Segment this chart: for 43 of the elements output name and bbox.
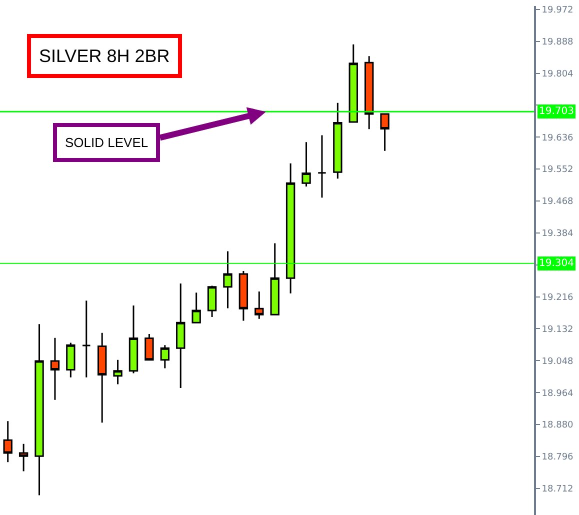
candlestick	[317, 134, 327, 198]
y-tick-label: 19.216	[542, 292, 574, 303]
y-tick-label: 19.888	[542, 38, 574, 48]
candlestick	[66, 342, 76, 378]
y-tick-label: 18.712	[542, 484, 574, 495]
candlestick	[128, 304, 138, 374]
candlestick	[18, 443, 28, 472]
candlestick	[364, 55, 374, 130]
candlestick	[333, 102, 342, 180]
candlestick	[380, 113, 390, 152]
candlestick	[348, 44, 358, 123]
text: SILVER 8H 2BR	[39, 46, 170, 66]
y-tick-label: 19.972	[542, 6, 574, 16]
y-tick-label: 19.384	[542, 229, 574, 240]
candlestick	[82, 300, 91, 378]
candlestick	[238, 270, 248, 322]
ref-line-label: 19.304	[539, 258, 574, 269]
candlestick	[144, 333, 154, 361]
ref-line-label: 19.703	[539, 106, 574, 117]
candlestick	[176, 282, 186, 389]
y-tick-label: 19.636	[542, 133, 574, 144]
candlestick	[113, 359, 122, 385]
y-tick-label: 19.804	[542, 69, 574, 80]
candlestick	[302, 141, 311, 188]
candlestick	[192, 292, 201, 324]
annotation: SOLID LEVEL	[65, 135, 148, 150]
candlestick	[50, 337, 60, 401]
candlestick	[254, 290, 264, 320]
candlestick	[286, 162, 296, 294]
candlestick	[207, 285, 217, 318]
candlestick	[97, 332, 107, 424]
y-tick-label: 19.048	[542, 356, 574, 367]
candlestick	[270, 242, 280, 316]
y-tick-label: 19.468	[542, 197, 574, 208]
y-tick-label: 18.964	[542, 388, 574, 399]
y-tick-label: 19.132	[542, 324, 574, 335]
y-tick-label: 18.880	[542, 420, 574, 431]
candlestick	[3, 420, 12, 463]
y-tick-label: 19.552	[542, 165, 574, 176]
candlestick	[34, 323, 44, 496]
y-tick-label: 18.796	[542, 452, 574, 463]
candlestick	[223, 250, 232, 309]
candlestick	[160, 344, 170, 370]
